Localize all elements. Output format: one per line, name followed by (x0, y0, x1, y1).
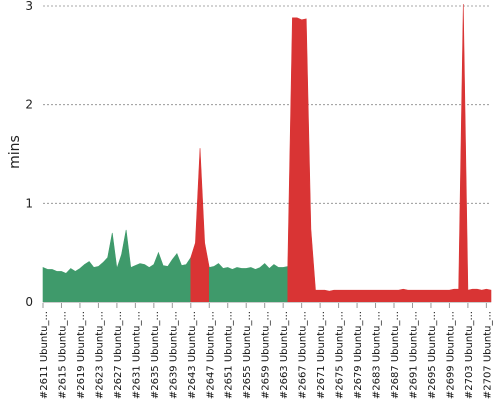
area-segment-fail (287, 4, 492, 303)
x-tick-label: #2627 Ubuntu_... (113, 311, 124, 399)
x-tick-label: #2647 Ubuntu_... (205, 311, 216, 399)
x-tick-label: #2679 Ubuntu_... (353, 311, 364, 399)
y-tick-label: 2 (25, 98, 33, 112)
x-tick-label: #2699 Ubuntu_... (445, 311, 456, 399)
x-tick-label: #2663 Ubuntu_... (279, 311, 290, 399)
area-segment-fail (190, 148, 210, 303)
x-tick-layer: #2611 Ubuntu_... #2615 Ubuntu_... #2619 Ub… (39, 303, 493, 399)
y-tick-layer: 0 1 2 3 (25, 0, 33, 309)
x-tick-label: #2619 Ubuntu_... (76, 311, 87, 399)
x-tick-label: #2683 Ubuntu_... (372, 311, 383, 399)
x-tick-label: #2635 Ubuntu_... (150, 311, 161, 399)
x-tick-label: #2695 Ubuntu_... (427, 311, 438, 399)
x-tick-label: #2703 Ubuntu_... (464, 311, 475, 399)
x-tick-label: #2631 Ubuntu_... (131, 311, 142, 399)
x-tick-label: #2615 Ubuntu_... (57, 311, 68, 399)
x-tick-label: #2651 Ubuntu_... (224, 311, 235, 399)
area-segment-pass (42, 229, 192, 303)
x-tick-label: #2687 Ubuntu_... (390, 311, 401, 399)
x-tick-label: #2671 Ubuntu_... (316, 311, 327, 399)
y-axis-label: mins (7, 135, 23, 169)
y-tick-label: 3 (25, 0, 33, 13)
x-tick-label: #2659 Ubuntu_... (261, 311, 272, 399)
x-tick-label: #2691 Ubuntu_... (408, 311, 419, 399)
x-tick-label: #2611 Ubuntu_... (39, 311, 50, 399)
x-tick-label: #2623 Ubuntu_... (94, 311, 105, 399)
axis-layer: mins (7, 135, 491, 303)
area-segment-pass (208, 263, 289, 303)
area-layer (42, 4, 492, 303)
x-tick-label: #2655 Ubuntu_... (242, 311, 253, 399)
x-tick-label: #2643 Ubuntu_... (187, 311, 198, 399)
x-tick-label: #2707 Ubuntu_... (482, 311, 493, 399)
x-tick-label: #2639 Ubuntu_... (168, 311, 179, 399)
x-tick-label: #2667 Ubuntu_... (298, 311, 309, 399)
y-tick-label: 1 (25, 196, 33, 210)
x-tick-label: #2675 Ubuntu_... (335, 311, 346, 399)
y-tick-label: 0 (25, 295, 33, 309)
